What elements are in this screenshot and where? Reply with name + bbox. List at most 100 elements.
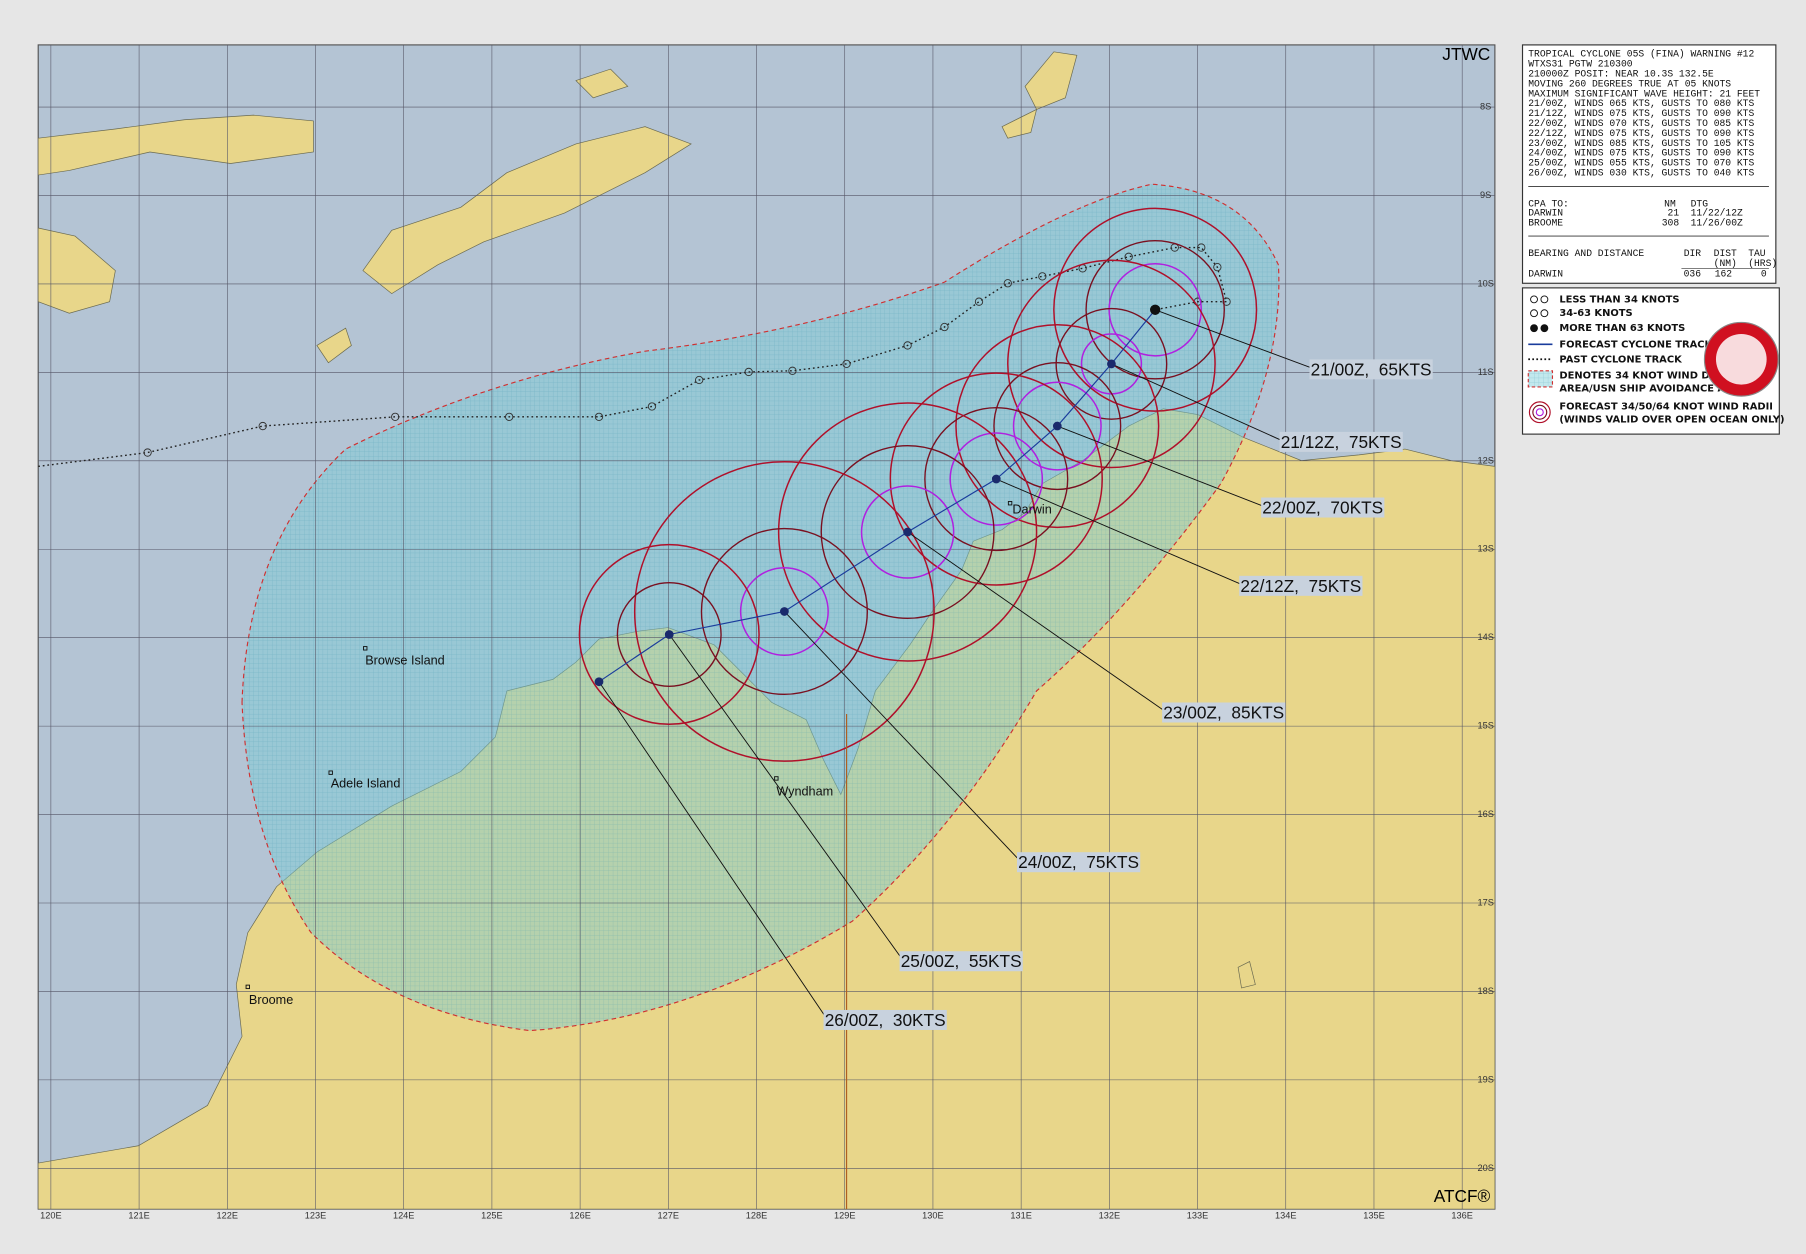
label-leader [907, 531, 1166, 713]
forecast-label: 21/12Z, 75KTS [1281, 432, 1402, 452]
radius-64kt [739, 566, 829, 656]
forecast-label: 22/12Z, 75KTS [1240, 576, 1361, 596]
legend-symbol [1528, 401, 1551, 424]
past-position [842, 359, 851, 369]
place-name: Wyndham [776, 785, 833, 799]
forecast-label: 26/00Z, 30KTS [825, 1010, 946, 1030]
legend-symbol [1530, 324, 1538, 333]
legend-label: MORE THAN 63 KNOTS [1559, 323, 1685, 334]
lat-label: 9S [1480, 190, 1491, 200]
bearing-header: DIR [1684, 248, 1702, 259]
software: ATCF® [1434, 1186, 1491, 1206]
lat-label: 19S [1477, 1074, 1493, 1084]
panels: TROPICAL CYCLONE 05S (FINA) WARNING #12W… [1527, 49, 1784, 426]
lon-label: 122E [217, 1210, 239, 1220]
legend-label: FORECAST CYCLONE TRACK [1559, 339, 1712, 350]
place-name: Darwin [1012, 502, 1051, 516]
past-position [1124, 252, 1133, 261]
lat-label: 20S [1477, 1163, 1493, 1173]
cpa-cell: 308 [1662, 217, 1680, 228]
warning-line: 22/00Z, WINDS 070 KTS, GUSTS TO 085 KTS [1528, 118, 1754, 129]
past-position [1213, 263, 1222, 272]
past-position [143, 448, 152, 457]
radius-64kt [1012, 381, 1102, 471]
forecast-label: 23/00Z, 85KTS [1163, 703, 1284, 723]
warning-line: MAXIMUM SIGNIFICANT WAVE HEIGHT: 21 FEET [1528, 88, 1760, 99]
warning-line: TROPICAL CYCLONE 05S (FINA) WARNING #12 [1528, 49, 1754, 60]
forecast-track [598, 309, 1156, 683]
forecast-label: 21/00Z, 65KTS [1311, 359, 1432, 379]
warning-line: 21/12Z, WINDS 075 KTS, GUSTS TO 090 KTS [1528, 108, 1754, 119]
warning-box [1521, 44, 1777, 284]
lat-label: 12S [1477, 455, 1493, 465]
lon-label: 127E [658, 1210, 680, 1220]
radius-50kt [1055, 307, 1168, 420]
bearing-header: (NM) [1714, 258, 1737, 269]
label-leader [668, 634, 904, 961]
radius-34kt [1007, 259, 1216, 469]
past-position [594, 412, 604, 421]
lon-label: 128E [746, 1210, 768, 1220]
radius-50kt [700, 527, 868, 696]
warning-line: 24/00Z, WINDS 075 KTS, GUSTS TO 090 KTS [1528, 148, 1754, 159]
label-leader [996, 478, 1243, 586]
legend-symbol [1530, 309, 1538, 318]
radius-64kt [1108, 262, 1202, 357]
lon-label: 134E [1275, 1210, 1296, 1220]
forecast-position [664, 630, 674, 639]
lon-label: 130E [922, 1210, 944, 1220]
agency: JTWC [1442, 44, 1490, 64]
warning-line: MOVING 260 DEGREES TRUE AT 05 KNOTS [1528, 78, 1731, 89]
forecast-label: 25/00Z, 55KTS [901, 951, 1022, 971]
past-position [974, 297, 984, 306]
bearing-cell: 162 [1715, 269, 1733, 280]
past-position [391, 412, 400, 421]
legend-label: AREA/USN SHIP AVOIDANCE AREA [1559, 384, 1747, 395]
lon-label: 124E [393, 1210, 415, 1220]
map [38, 44, 1495, 1210]
label-leader [1155, 309, 1314, 369]
lon-label: 131E [1010, 1210, 1032, 1220]
label-bg [1162, 702, 1286, 723]
past-position [1003, 279, 1012, 288]
warning-line: 25/00Z, WINDS 055 KTS, GUSTS TO 070 KTS [1528, 158, 1754, 169]
forecast-position [594, 677, 604, 687]
forecast-position [1052, 421, 1062, 431]
past-position [1222, 297, 1231, 306]
lon-label: 120E [40, 1210, 62, 1220]
label-bg [823, 1009, 947, 1030]
radius-34kt [1053, 207, 1258, 412]
radius-34kt [889, 372, 1103, 586]
forecast-position [991, 474, 1001, 484]
lon-label: 123E [305, 1210, 327, 1220]
legend-label: (WINDS VALID OVER OPEN OCEAN ONLY) [1559, 415, 1784, 426]
forecast-label: 22/00Z, 70KTS [1262, 498, 1383, 518]
past-position [695, 375, 704, 385]
radius-34kt [633, 461, 935, 762]
legend-label: DENOTES 34 KNOT WIND DANGER [1559, 370, 1748, 381]
label-bg [899, 951, 1023, 972]
label-leader [1111, 363, 1284, 442]
radius-50kt [924, 406, 1069, 552]
forecast-position [1150, 304, 1161, 315]
lat-label: 17S [1477, 897, 1493, 907]
warning-line: 210000Z POSIT: NEAR 10.3S 132.5E [1528, 68, 1714, 79]
bearing-title: BEARING AND DISTANCE [1528, 248, 1644, 259]
lon-label: 133E [1187, 1210, 1208, 1220]
lat-label: 16S [1477, 809, 1493, 819]
lat-label: 13S [1477, 544, 1493, 554]
past-position [744, 367, 753, 377]
past-position [258, 421, 267, 431]
warning-line: 23/00Z, WINDS 085 KTS, GUSTS TO 105 KTS [1528, 138, 1754, 149]
lat-label: 15S [1477, 721, 1493, 731]
radius-64kt [860, 485, 955, 579]
legend-label: PAST CYCLONE TRACK [1559, 354, 1682, 365]
place-marker [245, 984, 250, 990]
radius-50kt [993, 362, 1122, 491]
place-name: Browse Island [365, 653, 445, 667]
lat-label: 8S [1480, 102, 1491, 112]
radius-34kt [955, 323, 1160, 529]
legend-symbol [1535, 408, 1544, 417]
lon-label: 126E [569, 1210, 591, 1220]
legend-symbol [1540, 324, 1549, 333]
